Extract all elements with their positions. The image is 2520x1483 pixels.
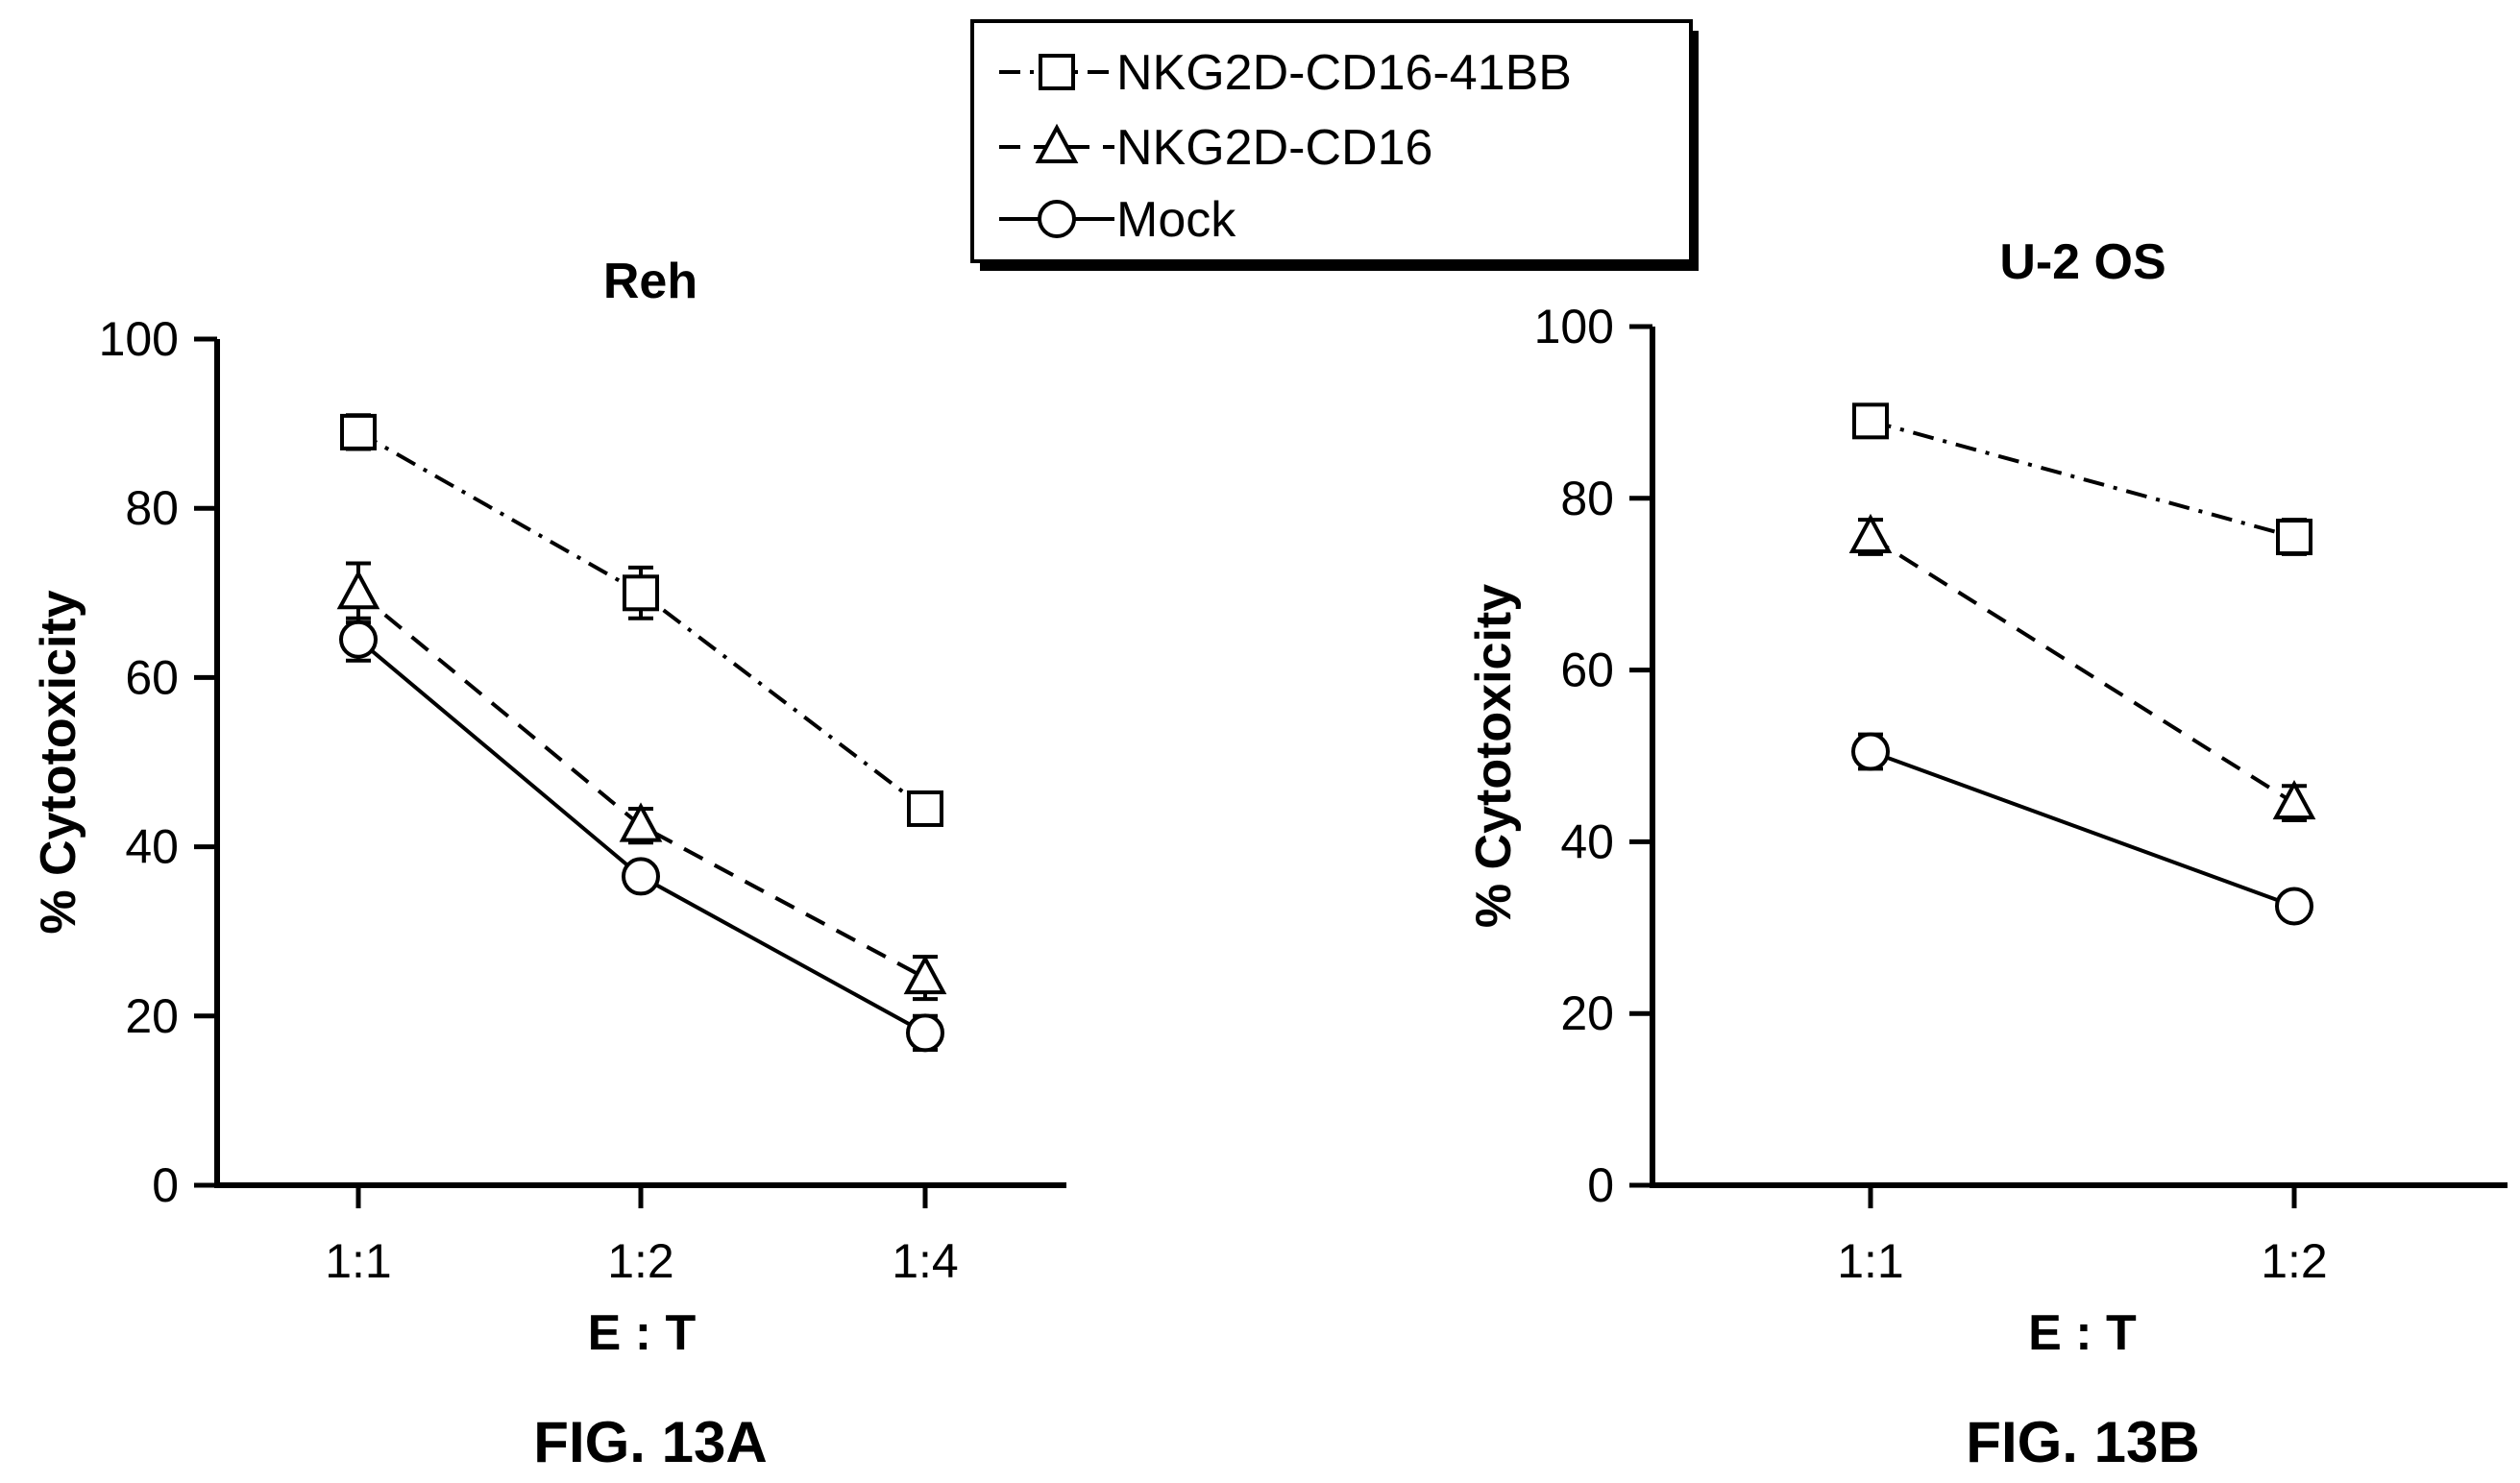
data-point-nkg2d-cd16-1-2	[619, 802, 663, 842]
series-nkg2d-cd16-41bb	[340, 413, 943, 827]
figure-label: FIG. 13B	[1966, 1410, 2199, 1474]
series-mock	[1851, 732, 2313, 926]
series-line-nkg2d-cd16	[1869, 535, 2296, 805]
x-tick-label-1-4: 1:4	[892, 1234, 959, 1288]
series-mock	[339, 616, 944, 1053]
legend-label-mock: Mock	[1116, 192, 1236, 248]
legend-box	[970, 19, 1693, 263]
series-line-nkg2d-cd16-41bb	[1870, 419, 2295, 539]
y-tick-label-20: 20	[125, 989, 179, 1043]
y-tick-label-80: 80	[125, 481, 179, 535]
series-nkg2d-cd16	[336, 561, 947, 1002]
y-tick-label-40: 40	[1560, 814, 1614, 868]
panel-reh: 0 20 40 60 80 100 1:1 1:2 1:4 Reh E : T % Cytotoxic…	[31, 254, 1066, 1474]
y-axis-label: % Cytotoxicity	[31, 590, 86, 934]
data-point-nkg2d-cd16-41bb-1-2	[2276, 519, 2312, 556]
series-line-nkg2d-cd16	[356, 591, 926, 980]
data-point-nkg2d-cd16-1-1	[336, 570, 380, 610]
panel-u2os: 0 20 40 60 80 100 1:1 1:2 U-2 OS E : T % Cytotoxic…	[1466, 234, 2508, 1474]
y-axis-label: % Cytotoxicity	[1466, 584, 1522, 928]
x-axis-label: E : T	[2028, 1305, 2137, 1361]
y-tick-label-60: 60	[1560, 644, 1614, 697]
legend-marker-nkg2d-cd16	[1035, 123, 1079, 163]
data-point-nkg2d-cd16-41bb-1-1	[340, 413, 377, 450]
series-nkg2d-cd16-41bb	[1852, 402, 2312, 556]
data-point-mock-1-2	[2275, 887, 2313, 926]
panel-title: U-2 OS	[1999, 234, 2165, 290]
data-point-nkg2d-cd16-1-1	[1848, 513, 1893, 554]
data-point-nkg2d-cd16-41bb-1-1	[1852, 402, 1889, 440]
series-nkg2d-cd16	[1848, 513, 2316, 823]
series-line-mock	[1870, 749, 2295, 909]
data-point-mock-1-4	[906, 1013, 944, 1053]
data-point-nkg2d-cd16-41bb-1-2	[623, 574, 659, 612]
data-point-mock-1-2	[622, 857, 660, 896]
y-tick-label-100: 100	[1534, 300, 1614, 353]
series-line-nkg2d-cd16-41bb	[357, 430, 927, 811]
data-point-mock-1-1	[339, 620, 378, 659]
panel-title: Reh	[603, 254, 697, 309]
y-tick-label-20: 20	[1560, 986, 1614, 1040]
legend-label-nkg2d-cd16-41bb: NKG2D-CD16-41BB	[1116, 45, 1572, 101]
x-tick-label-1-1: 1:1	[325, 1234, 392, 1288]
legend-label-nkg2d-cd16: NKG2D-CD16	[1116, 120, 1432, 176]
y-tick-label-0: 0	[152, 1158, 179, 1212]
legend-marker-mock	[1038, 200, 1076, 238]
x-tick-label-1-2: 1:2	[607, 1234, 674, 1288]
legend-marker-nkg2d-cd16-41bb	[1039, 54, 1075, 90]
legend: NKG2D-CD16-41BB NKG2D-CD16 Mock	[970, 19, 1699, 271]
data-point-nkg2d-cd16-1-4	[903, 954, 947, 995]
y-tick-label-40: 40	[125, 820, 179, 874]
data-point-nkg2d-cd16-1-2	[2272, 779, 2316, 820]
y-tick-label-100: 100	[99, 312, 179, 366]
y-tick-label-80: 80	[1560, 472, 1614, 525]
y-tick-label-0: 0	[1587, 1158, 1614, 1212]
x-tick-label-1-2: 1:2	[2261, 1234, 2328, 1288]
data-point-nkg2d-cd16-41bb-1-4	[907, 790, 943, 827]
figure-label: FIG. 13A	[533, 1410, 767, 1474]
x-axis-label: E : T	[588, 1305, 697, 1361]
y-tick-label-60: 60	[125, 650, 179, 704]
x-tick-label-1-1: 1:1	[1837, 1234, 1904, 1288]
data-point-mock-1-1	[1851, 732, 1890, 771]
